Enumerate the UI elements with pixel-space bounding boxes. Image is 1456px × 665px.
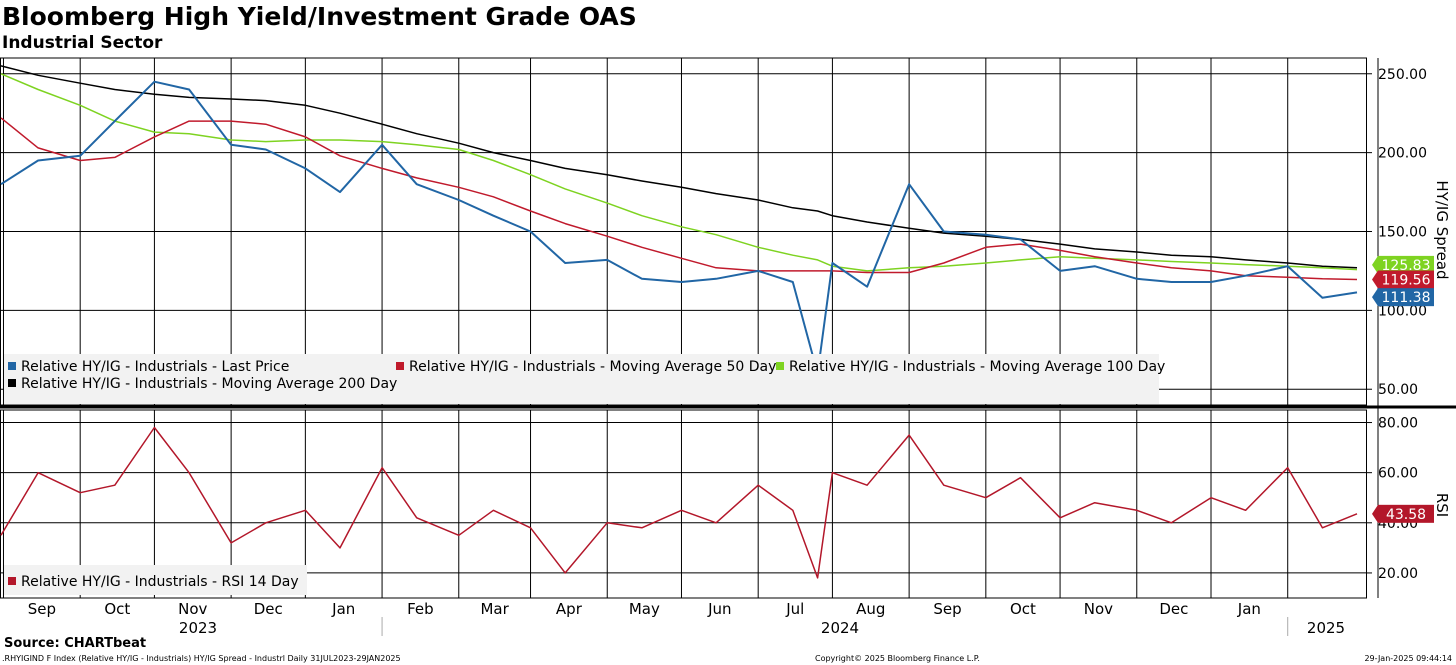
y-tick-label: 80.00 [1378,416,1418,432]
legend-label: Relative HY/IG - Industrials - Last Pric… [21,359,289,375]
lower-panel-grid [0,409,1367,599]
x-tick-label: Feb [407,600,434,618]
legend-swatch [776,362,784,370]
value-badge [1378,270,1434,289]
value-badge [1378,288,1434,307]
upper-y-axis: 250.00 200.00 150.00 100.00 50.00 HY/IG Sprea… [1366,58,1451,598]
year-label: 2025 [1307,619,1345,637]
chart-subtitle: Industrial Sector [2,33,163,53]
badge-label: 111.38 [1382,290,1431,306]
ticker-line: .RHYIGIND F Index (Relative HY/IG - Indu… [2,654,401,663]
badge-label: 43.58 [1386,507,1426,523]
legend-label: Relative HY/IG - Industrials - Moving Av… [789,359,1165,375]
lower-panel-series [0,426,1358,579]
x-tick-label: Apr [556,600,583,618]
x-tick-label: Oct [1010,600,1036,618]
x-tick-label: Sep [933,600,961,618]
chart-title: Bloomberg High Yield/Investment Grade OA… [2,2,637,31]
y-tick-label: 50.00 [1378,382,1418,398]
lower-legend: Relative HY/IG - Industrials - RSI 14 Da… [4,565,307,595]
y-tick-label: 100.00 [1378,303,1427,319]
timestamp: 29-Jan-2025 09:44:14 [1364,654,1452,663]
source-note: Source: CHARTbeat [4,636,147,651]
x-tick-label: Aug [856,600,885,618]
y-tick-label: 250.00 [1378,67,1427,83]
x-tick-label: Nov [1084,600,1113,618]
value-badge [1378,504,1434,523]
x-tick-label: May [629,600,660,618]
legend-swatch [8,577,16,585]
x-tick-label: Dec [1159,600,1188,618]
copyright: Copyright© 2025 Bloomberg Finance L.P. [815,654,980,663]
legend-box [4,354,1159,404]
badge-pointer [1372,288,1378,307]
value-badge [1378,255,1434,274]
legend-box [4,565,307,595]
badge-pointer [1372,255,1378,274]
upper-y-axis-title: HY/IG Spread [1433,180,1451,279]
lower-y-axis-title: RSI [1433,493,1451,517]
y-tick-label: 60.00 [1378,466,1418,482]
lower-frame [0,409,1367,599]
x-tick-label: Sep [28,600,56,618]
x-axis: AugSepOctNovDecJanFebMarAprMayJunJulAugS… [28,600,1345,637]
badge-pointer [1372,504,1378,523]
series-line [0,65,1358,269]
x-tick-label: Nov [178,600,207,618]
x-tick-label: Dec [254,600,283,618]
series-line [0,117,1358,281]
badge-pointer [1372,270,1378,289]
x-tick-label: Mar [480,600,509,618]
legend-swatch [8,379,16,387]
legend-label: Relative HY/IG - Industrials - RSI 14 Da… [21,574,299,590]
series-line [0,80,1358,375]
x-tick-label: Jan [331,600,355,618]
y-tick-label: 200.00 [1378,146,1427,162]
upper-legend: Relative HY/IG - Industrials - Last Pric… [4,354,1165,404]
x-tick-label: Oct [104,600,130,618]
legend-label: Relative HY/IG - Industrials - Moving Av… [409,359,776,375]
y-tick-label: 20.00 [1378,566,1418,582]
year-label: 2023 [179,619,217,637]
series-line [0,73,1358,272]
badge-label: 125.83 [1382,258,1431,274]
legend-swatch [8,362,16,370]
y-tick-label: 150.00 [1378,225,1427,241]
rsi-line [0,426,1358,579]
legend-swatch [396,362,404,370]
badge-label: 119.56 [1382,273,1431,289]
x-tick-label: Jul [785,600,804,618]
year-label: 2024 [821,619,859,637]
upper-panel-series [0,65,1358,375]
x-tick-label: Jan [1237,600,1261,618]
x-tick-label: Jun [707,600,731,618]
legend-label: Relative HY/IG - Industrials - Moving Av… [21,376,397,392]
